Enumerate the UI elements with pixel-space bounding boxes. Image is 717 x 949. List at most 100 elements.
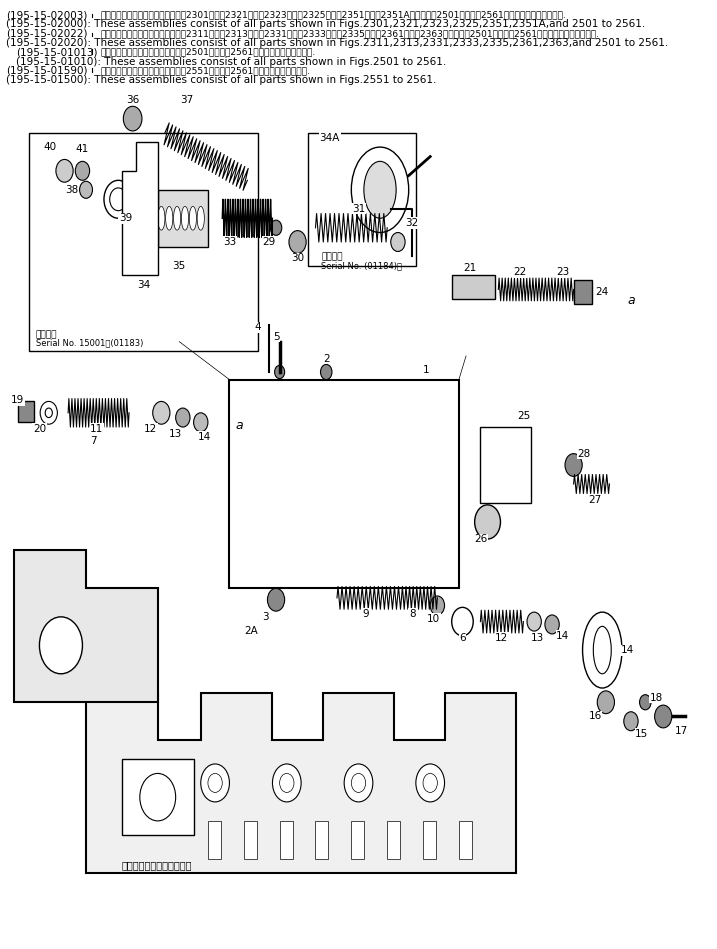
Text: 1: 1 bbox=[423, 365, 430, 375]
Text: 32: 32 bbox=[406, 218, 419, 228]
Circle shape bbox=[201, 764, 229, 802]
Text: 2: 2 bbox=[323, 354, 330, 363]
Circle shape bbox=[272, 764, 301, 802]
Bar bbox=[208, 821, 221, 859]
Bar bbox=[452, 275, 495, 299]
Ellipse shape bbox=[582, 612, 622, 688]
Bar bbox=[574, 280, 592, 304]
Text: 22: 22 bbox=[513, 268, 526, 277]
Polygon shape bbox=[480, 427, 531, 503]
Circle shape bbox=[123, 106, 142, 131]
Circle shape bbox=[452, 607, 473, 636]
Text: (195-15-02020): These assemblies consist of all parts shown in Figs.2311,2313,23: (195-15-02020): These assemblies consist… bbox=[6, 38, 668, 48]
Text: 26: 26 bbox=[474, 534, 487, 544]
Text: (195-15-01013): (195-15-01013) bbox=[16, 47, 98, 58]
Circle shape bbox=[247, 432, 269, 460]
Polygon shape bbox=[122, 142, 158, 275]
Text: 33: 33 bbox=[223, 237, 236, 247]
Text: これらのアセンブリの構成部品は第2551図から第2561図の部品まで含みます.: これらのアセンブリの構成部品は第2551図から第2561図の部品まで含みます. bbox=[100, 66, 310, 75]
Circle shape bbox=[640, 695, 651, 710]
Text: これらのアセンブリの構成部品は第2311図、第2313図、第2331図、第2333図、第2335図、第2361図、第2363図および第2501図から第2561図: これらのアセンブリの構成部品は第2311図、第2313図、第2331図、第233… bbox=[100, 28, 599, 38]
Circle shape bbox=[270, 220, 282, 235]
Circle shape bbox=[280, 773, 294, 792]
Circle shape bbox=[251, 546, 280, 584]
Text: 38: 38 bbox=[65, 185, 78, 195]
Circle shape bbox=[597, 691, 614, 714]
Circle shape bbox=[475, 505, 500, 539]
Text: 9: 9 bbox=[362, 609, 369, 619]
Text: 2A: 2A bbox=[244, 626, 258, 636]
Text: 14: 14 bbox=[621, 645, 634, 655]
Circle shape bbox=[430, 596, 445, 615]
Text: 20: 20 bbox=[33, 424, 46, 434]
Text: (195-15-02003): (195-15-02003) bbox=[6, 10, 87, 21]
Circle shape bbox=[545, 615, 559, 634]
Text: 27: 27 bbox=[589, 495, 602, 505]
Text: 35: 35 bbox=[173, 261, 186, 270]
Text: a: a bbox=[235, 419, 243, 432]
Bar bbox=[459, 821, 472, 859]
Bar bbox=[18, 401, 34, 422]
Circle shape bbox=[423, 773, 437, 792]
Circle shape bbox=[488, 441, 523, 489]
Circle shape bbox=[414, 463, 446, 505]
Circle shape bbox=[333, 432, 355, 460]
Circle shape bbox=[351, 773, 366, 792]
Circle shape bbox=[343, 463, 374, 505]
Circle shape bbox=[80, 181, 92, 198]
Bar bbox=[387, 821, 400, 859]
Text: 14: 14 bbox=[198, 432, 211, 441]
Bar bbox=[158, 190, 208, 247]
Circle shape bbox=[56, 159, 73, 182]
Circle shape bbox=[262, 517, 283, 546]
Ellipse shape bbox=[594, 626, 611, 674]
Text: 16: 16 bbox=[589, 712, 602, 721]
Bar bbox=[229, 380, 459, 588]
Polygon shape bbox=[14, 550, 158, 702]
Text: 23: 23 bbox=[556, 268, 569, 277]
Circle shape bbox=[257, 463, 288, 505]
Circle shape bbox=[362, 517, 384, 546]
Text: これらのアセンブリの構成部品は第2301図、第2321図、第2323図、第2325図、第2351図、第2351A図および第2501図から第2561図までの部品を: これらのアセンブリの構成部品は第2301図、第2321図、第2323図、第232… bbox=[100, 10, 566, 19]
Circle shape bbox=[405, 517, 427, 546]
Circle shape bbox=[40, 401, 57, 424]
Text: Serial No. 15001～(01183): Serial No. 15001～(01183) bbox=[36, 339, 143, 347]
Text: 6: 6 bbox=[459, 633, 466, 642]
Text: 13: 13 bbox=[169, 429, 182, 438]
Text: a: a bbox=[627, 293, 635, 307]
Text: (195-15-01010): These assemblies consist of all parts shown in Figs.2501 to 2561: (195-15-01010): These assemblies consist… bbox=[16, 57, 446, 67]
Circle shape bbox=[320, 364, 332, 380]
Circle shape bbox=[289, 231, 306, 253]
Circle shape bbox=[312, 517, 333, 546]
Text: 24: 24 bbox=[596, 288, 609, 297]
Text: 14: 14 bbox=[556, 631, 569, 641]
Text: 39: 39 bbox=[119, 214, 132, 223]
Ellipse shape bbox=[166, 207, 173, 230]
Circle shape bbox=[45, 408, 52, 418]
Circle shape bbox=[153, 401, 170, 424]
Text: (195-15-01590): (195-15-01590) bbox=[6, 66, 87, 76]
Text: 3: 3 bbox=[262, 612, 269, 622]
Text: (195-15-02000): These assemblies consist of all parts shown in Figs.2301,2321,23: (195-15-02000): These assemblies consist… bbox=[6, 19, 645, 29]
Circle shape bbox=[290, 432, 312, 460]
Text: 4: 4 bbox=[255, 323, 262, 332]
Circle shape bbox=[323, 546, 351, 584]
Circle shape bbox=[176, 408, 190, 427]
Bar bbox=[244, 821, 257, 859]
Circle shape bbox=[75, 161, 90, 180]
Text: 19: 19 bbox=[11, 396, 24, 405]
Bar bbox=[308, 133, 416, 266]
Text: 5: 5 bbox=[272, 332, 280, 342]
Circle shape bbox=[110, 188, 127, 211]
Circle shape bbox=[267, 588, 285, 611]
Text: 29: 29 bbox=[262, 237, 275, 247]
Bar bbox=[351, 821, 364, 859]
Circle shape bbox=[140, 773, 176, 821]
Text: 41: 41 bbox=[76, 144, 89, 154]
Text: 12: 12 bbox=[495, 633, 508, 642]
Text: 34A: 34A bbox=[320, 133, 340, 142]
Circle shape bbox=[391, 233, 405, 251]
Circle shape bbox=[565, 454, 582, 476]
Text: 21: 21 bbox=[463, 263, 476, 272]
Circle shape bbox=[394, 546, 423, 584]
